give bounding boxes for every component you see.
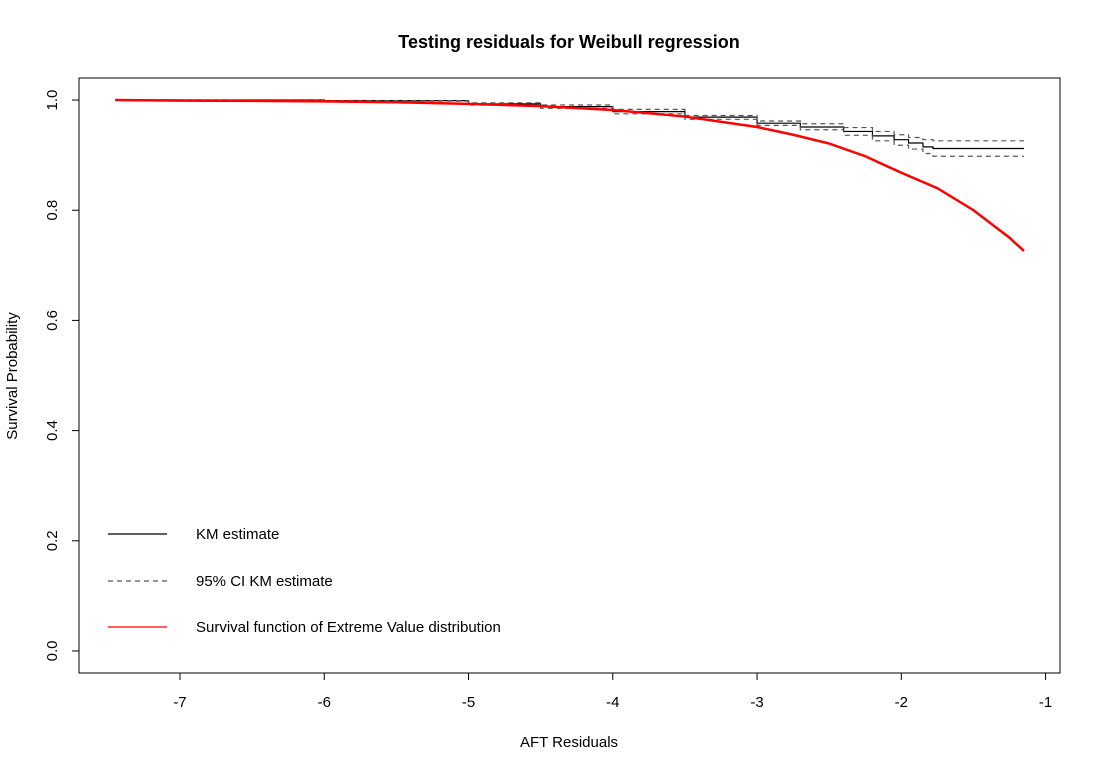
y-tick-label: 1.0 — [44, 90, 61, 111]
x-axis: -7 -6 -5 -4 -3 -2 -1 — [173, 672, 1052, 711]
x-tick-label: -5 — [462, 694, 475, 711]
series-layer — [115, 98, 1025, 252]
x-tick-label: -4 — [606, 694, 619, 711]
legend-label: 95% CI KM estimate — [196, 573, 333, 590]
y-tick-label: 0.2 — [44, 530, 61, 551]
y-tick-label: 0.0 — [44, 641, 61, 662]
legend: KM estimate 95% CI KM estimate Survival fu… — [108, 526, 501, 636]
x-tick-label: -1 — [1039, 694, 1052, 711]
y-tick-label: 0.4 — [44, 420, 61, 441]
x-tick-label: -2 — [895, 694, 908, 711]
y-tick-label: 0.8 — [44, 200, 61, 221]
y-axis: 0.0 0.2 0.4 0.6 0.8 1.0 — [44, 90, 80, 662]
series-line-extreme_value — [115, 98, 1025, 252]
legend-label: Survival function of Extreme Value distr… — [196, 619, 501, 636]
x-tick-label: -3 — [750, 694, 763, 711]
y-tick-label: 0.6 — [44, 310, 61, 331]
y-axis-label: Survival Probability — [4, 312, 21, 440]
legend-label: KM estimate — [196, 526, 279, 543]
series-line-ci_lower — [115, 99, 1024, 157]
x-tick-label: -7 — [173, 694, 186, 711]
x-tick-label: -6 — [318, 694, 331, 711]
x-axis-label: AFT Residuals — [520, 734, 618, 751]
chart-title: Testing residuals for Weibull regression — [398, 32, 739, 52]
series-line-ci_upper — [115, 99, 1024, 142]
